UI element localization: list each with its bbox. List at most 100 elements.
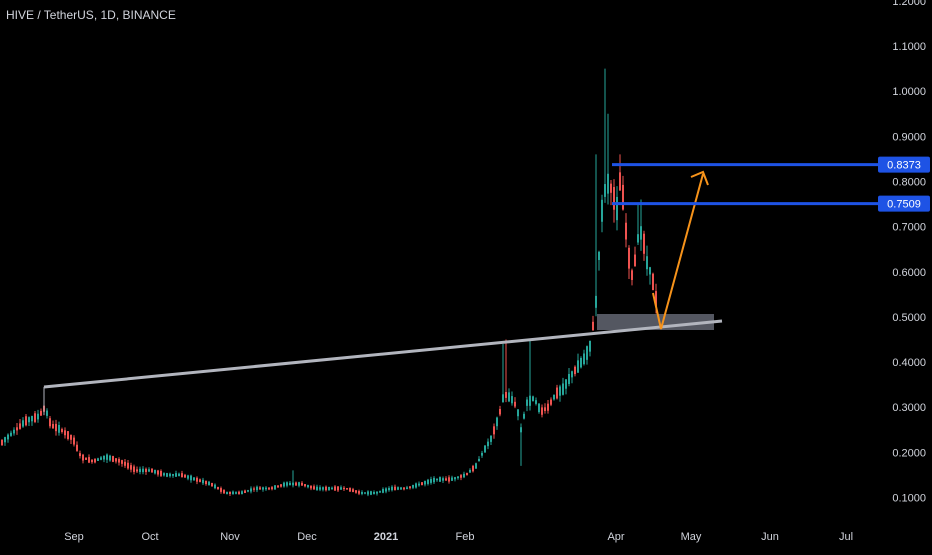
candle-body (541, 407, 543, 415)
candle-body (118, 458, 120, 463)
candle-body (307, 484, 309, 488)
candle-body (376, 491, 378, 494)
candle-body (604, 184, 606, 197)
candle-body (508, 392, 510, 402)
x-tick-label: Apr (607, 531, 624, 543)
candle-body (322, 487, 324, 490)
candle-body (55, 423, 57, 432)
candle-body (559, 386, 561, 396)
price-level-label: 0.7509 (887, 199, 921, 211)
candle-body (298, 482, 300, 486)
candle-body (424, 481, 426, 485)
candles-layer (1, 68, 657, 497)
candle-body (643, 233, 645, 254)
candle-body (151, 468, 153, 473)
candle-body (280, 484, 282, 487)
x-tick-label: Feb (456, 531, 475, 543)
candle-body (334, 486, 336, 491)
candle-body (478, 458, 480, 462)
candle-body (235, 492, 237, 494)
candle-body (454, 477, 456, 480)
x-tick-label: 2021 (374, 531, 398, 543)
candle-body (520, 427, 522, 433)
candle-body (442, 478, 444, 481)
candle-body (631, 270, 633, 280)
candle-body (205, 480, 207, 485)
candle-body (394, 486, 396, 491)
candle-body (493, 426, 495, 435)
x-tick-label: Jul (839, 531, 853, 543)
projection-path (652, 173, 704, 330)
candle-body (457, 476, 459, 479)
y-tick-label: 0.8000 (892, 176, 926, 188)
candle-body (238, 491, 240, 495)
y-tick-label: 1.0000 (892, 86, 926, 98)
candle-body (325, 486, 327, 491)
candle-body (352, 489, 354, 492)
candle-body (64, 430, 66, 436)
candle-body (556, 387, 558, 399)
candle-body (139, 468, 141, 473)
candle-body (166, 473, 168, 477)
candle-body (52, 424, 54, 429)
candle-body (73, 437, 75, 445)
candle-body (328, 486, 330, 491)
candle-body (124, 461, 126, 466)
candle-body (202, 479, 204, 484)
price-level-badge (878, 195, 930, 212)
y-tick-label: 0.7000 (892, 222, 926, 234)
candle-body (574, 366, 576, 375)
candle-body (601, 199, 603, 222)
candle-body (313, 486, 315, 490)
candle-body (481, 452, 483, 456)
candle-body (349, 487, 351, 492)
candle-body (157, 470, 159, 475)
candle-body (289, 482, 291, 486)
candle-body (220, 488, 222, 492)
candle-body (232, 491, 234, 495)
candle-body (286, 482, 288, 486)
candle-body (253, 488, 255, 490)
price-axis[interactable]: 0.1000 0.2000 0.3000 0.4000 0.5000 0.6000 0.70… (878, 0, 930, 505)
candle-body (529, 395, 531, 406)
candle-body (97, 458, 99, 461)
candle-body (583, 353, 585, 365)
time-axis[interactable]: Sep Oct Nov Dec 2021 Feb Apr May Jun Jul (64, 531, 853, 543)
candle-body (292, 482, 294, 486)
candle-body (127, 462, 129, 469)
candle-body (223, 490, 225, 494)
candle-body (61, 429, 63, 432)
candle-body (28, 417, 30, 423)
candle-body (211, 483, 213, 487)
candle-body (145, 468, 147, 472)
candle-body (472, 465, 474, 472)
candle-body (475, 463, 477, 469)
candle-body (592, 321, 594, 331)
candle-body (433, 477, 435, 483)
x-tick-label: Nov (220, 531, 240, 543)
candle-body (343, 487, 345, 490)
y-tick-label: 0.9000 (892, 131, 926, 143)
candle-body (304, 484, 306, 487)
candle-body (82, 454, 84, 461)
candle-body (487, 441, 489, 447)
candle-body (589, 340, 591, 352)
candle-body (16, 427, 18, 431)
candle-body (4, 437, 6, 443)
candle-body (49, 418, 51, 427)
candle-body (340, 487, 342, 490)
candle-body (1, 439, 3, 446)
candle-body (571, 371, 573, 378)
x-tick-label: Oct (141, 531, 158, 543)
projection-arrowhead (690, 170, 709, 186)
candle-body (367, 491, 369, 495)
candle-body (310, 485, 312, 489)
candle-body (511, 396, 513, 404)
candle-body (619, 172, 621, 191)
candle-body (586, 346, 588, 360)
x-tick-label: May (681, 531, 702, 543)
candle-body (451, 477, 453, 481)
candle-body (163, 473, 165, 476)
